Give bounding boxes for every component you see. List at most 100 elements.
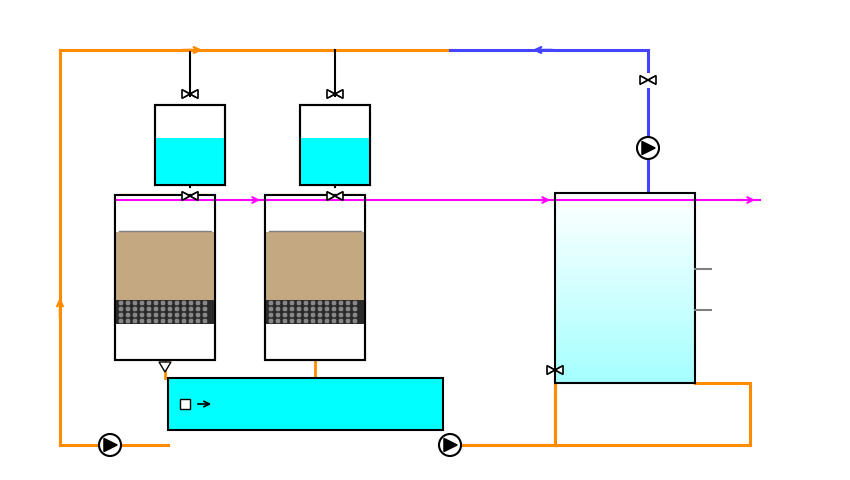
Circle shape (118, 318, 124, 324)
Circle shape (196, 306, 201, 312)
Polygon shape (327, 90, 335, 98)
Circle shape (139, 312, 144, 318)
Circle shape (146, 312, 152, 318)
Bar (555, 313, 695, 320)
Circle shape (167, 318, 173, 324)
Circle shape (118, 300, 124, 306)
Bar (115, 195, 215, 360)
Bar (555, 276, 695, 282)
Circle shape (139, 318, 144, 324)
Bar (115, 195, 215, 360)
Circle shape (324, 306, 330, 312)
Polygon shape (547, 366, 555, 374)
Circle shape (303, 312, 309, 318)
Bar (555, 300, 695, 308)
Polygon shape (335, 90, 343, 98)
Circle shape (146, 306, 152, 312)
Bar (555, 193, 695, 383)
Circle shape (275, 300, 281, 306)
Bar (180, 399, 190, 409)
Circle shape (282, 318, 288, 324)
Circle shape (139, 306, 144, 312)
Circle shape (125, 318, 131, 324)
Bar (265, 195, 365, 360)
Circle shape (133, 300, 138, 306)
Circle shape (160, 300, 166, 306)
Bar (155, 105, 225, 185)
Bar (555, 193, 695, 200)
Circle shape (345, 300, 351, 306)
Circle shape (118, 306, 124, 312)
Circle shape (188, 318, 194, 324)
Circle shape (153, 312, 159, 318)
Circle shape (332, 300, 337, 306)
Circle shape (310, 306, 316, 312)
Circle shape (269, 300, 274, 306)
Bar (555, 231, 695, 238)
Bar (300, 105, 370, 185)
Circle shape (352, 306, 358, 312)
Circle shape (310, 318, 316, 324)
Circle shape (202, 312, 207, 318)
Circle shape (338, 312, 343, 318)
Bar (555, 332, 695, 339)
Circle shape (181, 300, 187, 306)
Circle shape (317, 306, 323, 312)
Circle shape (338, 318, 343, 324)
Polygon shape (190, 192, 198, 201)
Circle shape (275, 306, 281, 312)
Polygon shape (642, 142, 655, 155)
Bar (116, 232, 214, 301)
Circle shape (133, 318, 138, 324)
Circle shape (188, 312, 194, 318)
Polygon shape (104, 438, 117, 452)
Polygon shape (190, 90, 198, 98)
Bar (555, 339, 695, 346)
Circle shape (310, 300, 316, 306)
Bar (555, 205, 695, 213)
Circle shape (174, 300, 180, 306)
Bar (555, 263, 695, 269)
Circle shape (181, 306, 187, 312)
Circle shape (317, 312, 323, 318)
Bar (555, 250, 695, 257)
Circle shape (269, 318, 274, 324)
Circle shape (133, 306, 138, 312)
Circle shape (153, 318, 159, 324)
Circle shape (174, 312, 180, 318)
Circle shape (146, 318, 152, 324)
Bar (555, 371, 695, 377)
Circle shape (345, 318, 351, 324)
Polygon shape (640, 76, 648, 84)
Bar (266, 232, 364, 301)
Bar (555, 307, 695, 314)
Circle shape (637, 137, 659, 159)
Bar (155, 138, 225, 185)
Circle shape (324, 318, 330, 324)
Polygon shape (182, 90, 190, 98)
Circle shape (310, 312, 316, 318)
Circle shape (269, 312, 274, 318)
Circle shape (146, 300, 152, 306)
Bar (168, 378, 443, 430)
Circle shape (133, 312, 138, 318)
Circle shape (352, 318, 358, 324)
Circle shape (289, 306, 295, 312)
Bar (266, 196, 364, 232)
Bar (555, 288, 695, 295)
Circle shape (289, 300, 295, 306)
Circle shape (352, 300, 358, 306)
Circle shape (153, 300, 159, 306)
Circle shape (324, 300, 330, 306)
Circle shape (269, 306, 274, 312)
Circle shape (282, 306, 288, 312)
Bar (555, 218, 695, 225)
Circle shape (296, 306, 302, 312)
Circle shape (317, 300, 323, 306)
Circle shape (125, 300, 131, 306)
Bar (266, 300, 364, 324)
Bar (555, 364, 695, 371)
Bar (555, 345, 695, 352)
Bar (555, 225, 695, 231)
Bar (555, 199, 695, 206)
